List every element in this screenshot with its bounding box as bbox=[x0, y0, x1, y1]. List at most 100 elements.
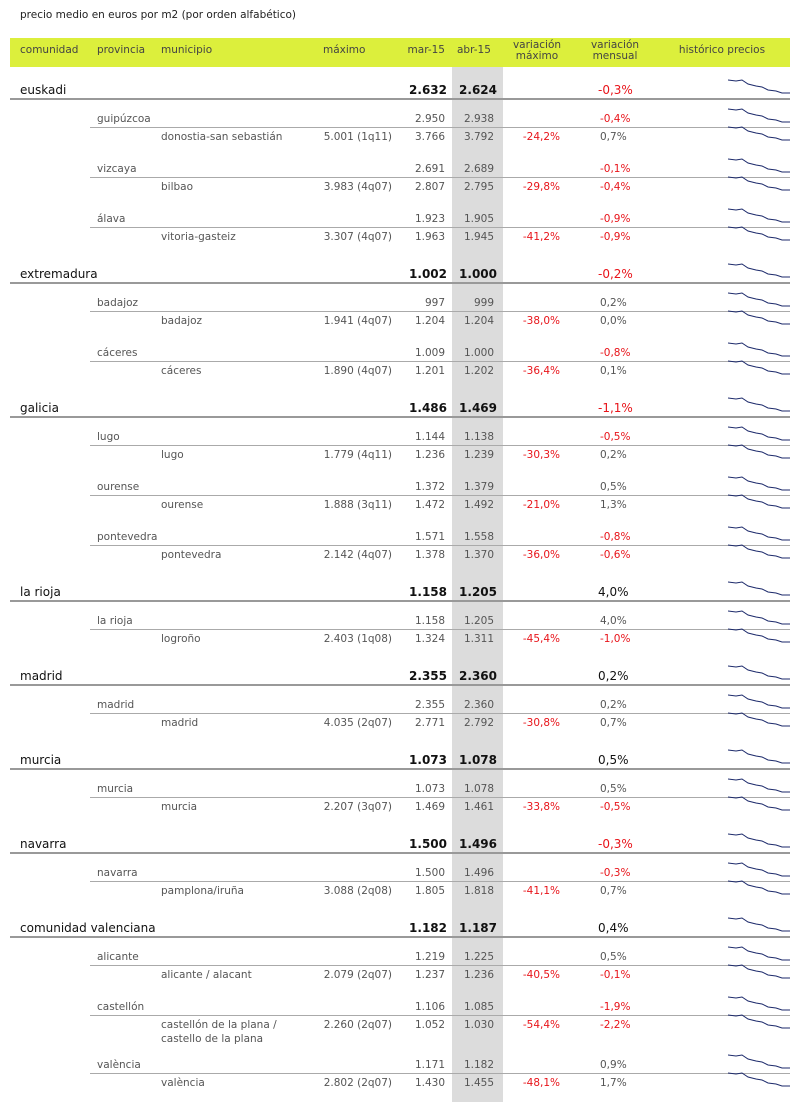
maximo-value: 1.888 (3q11) bbox=[323, 499, 392, 511]
sparkline-path bbox=[728, 996, 790, 1011]
row-rule bbox=[90, 361, 790, 362]
var-maximo: -45,4% bbox=[522, 633, 560, 645]
mar-value: 1.472 bbox=[414, 499, 445, 511]
highlight-column bbox=[452, 67, 503, 1102]
var-maximo: -54,4% bbox=[522, 1019, 560, 1031]
maximo-value: 2.403 (1q08) bbox=[323, 633, 392, 645]
mar-value: 1.963 bbox=[414, 231, 445, 243]
row-rule bbox=[90, 713, 790, 714]
var-maximo: -40,5% bbox=[522, 969, 560, 981]
provincia-name: la rioja bbox=[97, 615, 133, 627]
mar-value: 1.158 bbox=[409, 585, 447, 599]
row-rule bbox=[90, 629, 790, 630]
row-rule bbox=[90, 495, 790, 496]
var-mensual: 0,5% bbox=[600, 951, 627, 963]
sparkline bbox=[728, 544, 790, 559]
sparkline-path bbox=[728, 796, 790, 811]
sparkline-path bbox=[728, 628, 790, 643]
sparkline bbox=[728, 833, 790, 848]
provincia-name: castellón bbox=[97, 1001, 145, 1013]
mar-value: 1.106 bbox=[414, 1001, 445, 1013]
row-rule bbox=[10, 98, 790, 100]
abr-value: 1.455 bbox=[463, 1077, 494, 1089]
comunidad-name: navarra bbox=[20, 837, 67, 851]
var-maximo: -41,2% bbox=[522, 231, 560, 243]
abr-value: 1.078 bbox=[459, 753, 497, 767]
sparkline-path bbox=[728, 694, 790, 709]
sparkline-path bbox=[728, 108, 790, 123]
var-mensual: -0,5% bbox=[600, 431, 631, 443]
mar-value: 1.571 bbox=[414, 531, 445, 543]
municipio-name: castellón de la plana / castello de la p… bbox=[161, 1019, 277, 1045]
sparkline bbox=[728, 778, 790, 793]
var-mensual: -0,9% bbox=[600, 231, 631, 243]
mar-value: 1.469 bbox=[414, 801, 445, 813]
sparkline bbox=[728, 292, 790, 307]
mar-value: 1.171 bbox=[414, 1059, 445, 1071]
mar-value: 1.052 bbox=[414, 1019, 445, 1031]
municipio-name: murcia bbox=[161, 801, 198, 813]
row-rule bbox=[10, 282, 790, 284]
var-mensual: 0,7% bbox=[600, 131, 627, 143]
mar-value: 1.204 bbox=[414, 315, 445, 327]
abr-value: 1.496 bbox=[459, 837, 497, 851]
var-mensual: 0,4% bbox=[598, 921, 629, 935]
var-maximo: -24,2% bbox=[522, 131, 560, 143]
comunidad-name: madrid bbox=[20, 669, 63, 683]
row-rule bbox=[90, 545, 790, 546]
var-mensual: -0,4% bbox=[600, 113, 631, 125]
mar-value: 1.486 bbox=[409, 401, 447, 415]
provincia-name: álava bbox=[97, 213, 126, 225]
var-maximo: -36,4% bbox=[522, 365, 560, 377]
sparkline-path bbox=[728, 397, 790, 412]
var-mensual: -1,9% bbox=[600, 1001, 631, 1013]
sparkline-path bbox=[728, 880, 790, 895]
mar-value: 1.372 bbox=[414, 481, 445, 493]
abr-value: 2.360 bbox=[459, 669, 497, 683]
provincia-name: valència bbox=[97, 1059, 141, 1071]
sparkline-path bbox=[728, 79, 790, 94]
sparkline bbox=[728, 208, 790, 223]
var-mensual: -0,9% bbox=[600, 213, 631, 225]
abr-value: 1.085 bbox=[463, 1001, 494, 1013]
var-mensual: -0,3% bbox=[598, 837, 633, 851]
maximo-value: 2.142 (4q07) bbox=[323, 549, 392, 561]
abr-value: 1.204 bbox=[463, 315, 494, 327]
mar-value: 1.219 bbox=[414, 951, 445, 963]
abr-value: 1.205 bbox=[459, 585, 497, 599]
sparkline-path bbox=[728, 292, 790, 307]
sparkline-path bbox=[728, 665, 790, 680]
sparkline bbox=[728, 360, 790, 375]
var-mensual: -0,4% bbox=[600, 181, 631, 193]
var-mensual: -0,3% bbox=[598, 83, 633, 97]
mar-value: 1.201 bbox=[414, 365, 445, 377]
abr-value: 1.030 bbox=[463, 1019, 494, 1031]
provincia-name: alicante bbox=[97, 951, 139, 963]
var-mensual: -0,8% bbox=[600, 347, 631, 359]
sparkline bbox=[728, 581, 790, 596]
municipio-name: bilbao bbox=[161, 181, 194, 193]
row-rule bbox=[90, 797, 790, 798]
mar-value: 1.073 bbox=[409, 753, 447, 767]
mar-value: 1.500 bbox=[414, 867, 445, 879]
var-mensual: 0,9% bbox=[600, 1059, 627, 1071]
var-mensual: -0,6% bbox=[600, 549, 631, 561]
var-maximo: -30,8% bbox=[522, 717, 560, 729]
abr-value: 2.938 bbox=[463, 113, 494, 125]
provincia-name: badajoz bbox=[97, 297, 139, 309]
row-rule bbox=[90, 1015, 790, 1016]
sparkline-path bbox=[728, 1054, 790, 1069]
sparkline-path bbox=[728, 610, 790, 625]
provincia-name: cáceres bbox=[97, 347, 138, 359]
sparkline-path bbox=[728, 263, 790, 278]
sparkline bbox=[728, 694, 790, 709]
sparkline-path bbox=[728, 581, 790, 596]
sparkline bbox=[728, 665, 790, 680]
row-rule bbox=[90, 311, 790, 312]
sparkline-path bbox=[728, 862, 790, 877]
municipio-name: pamplona/iruña bbox=[161, 885, 244, 897]
abr-value: 1.370 bbox=[463, 549, 494, 561]
header-band bbox=[10, 38, 790, 67]
column-header: municipio bbox=[161, 44, 213, 56]
mar-value: 1.182 bbox=[409, 921, 447, 935]
